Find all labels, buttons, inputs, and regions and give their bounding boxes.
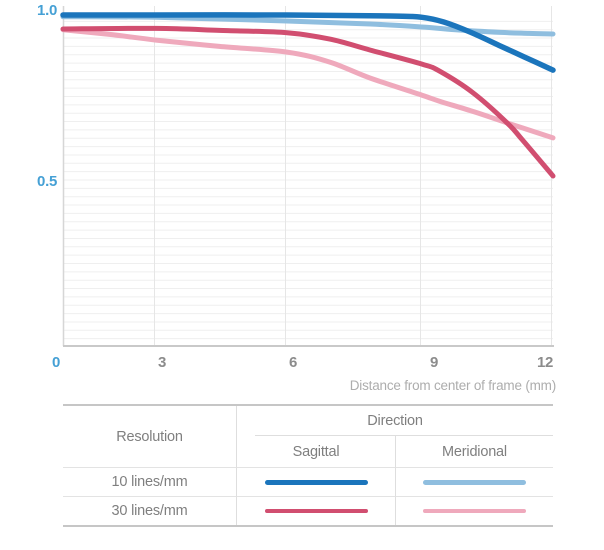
x-tick-label-12: 12 [537,354,553,371]
legend-sagittal-header-label: Sagittal [292,443,340,460]
legend-resolution-header: Resolution [63,406,237,467]
legend-row-10-meridional-cell [395,467,553,496]
legend-meridional-header: Meridional [395,436,553,467]
legend-table: Resolution Direction Sagittal Meridional… [63,404,553,527]
curve-10-lines-mm-meridional [60,14,556,37]
curve-30-lines-mm-meridional [60,27,556,141]
legend-resolution-header-label: Resolution [116,428,183,445]
chart-curves [60,12,556,179]
legend-swatch-30-meridional [423,509,526,513]
legend-row-30-label: 30 lines/mm [63,496,237,525]
y-tick-label-0.5: 0.5 [37,173,57,190]
x-tick-label-3: 3 [158,354,166,371]
x-tick-label-0: 0 [52,354,60,371]
y-tick-label-1.0: 1.0 [37,2,57,19]
legend-swatch-10-sagittal [264,479,368,485]
curve-10-lines-mm-sagittal [60,12,556,73]
legend-row-30-sagittal-cell [237,496,395,525]
legend-direction-header-label: Direction [367,413,423,429]
legend-row-30-meridional-cell [395,496,553,525]
curve-30-lines-mm-sagittal [60,25,556,179]
mtf-chart: 1.0 0.5 0 3 6 9 12 Distance from center … [37,2,556,393]
legend-sagittal-header: Sagittal [237,436,395,467]
legend-direction-header: Direction [237,406,553,436]
legend-row-10-label: 10 lines/mm [63,467,237,496]
legend-row-10-sagittal-cell [237,467,395,496]
legend-swatch-30-sagittal [264,509,368,513]
x-axis-title: Distance from center of frame (mm) [350,378,556,393]
x-tick-label-9: 9 [430,354,438,371]
legend-swatch-10-meridional [423,479,526,485]
chart-gridlines [62,6,554,347]
legend-row-30-text: 30 lines/mm [111,503,188,519]
x-tick-label-6: 6 [289,354,297,371]
legend-row-10-text: 10 lines/mm [111,474,188,490]
legend-meridional-header-label: Meridional [442,443,507,460]
